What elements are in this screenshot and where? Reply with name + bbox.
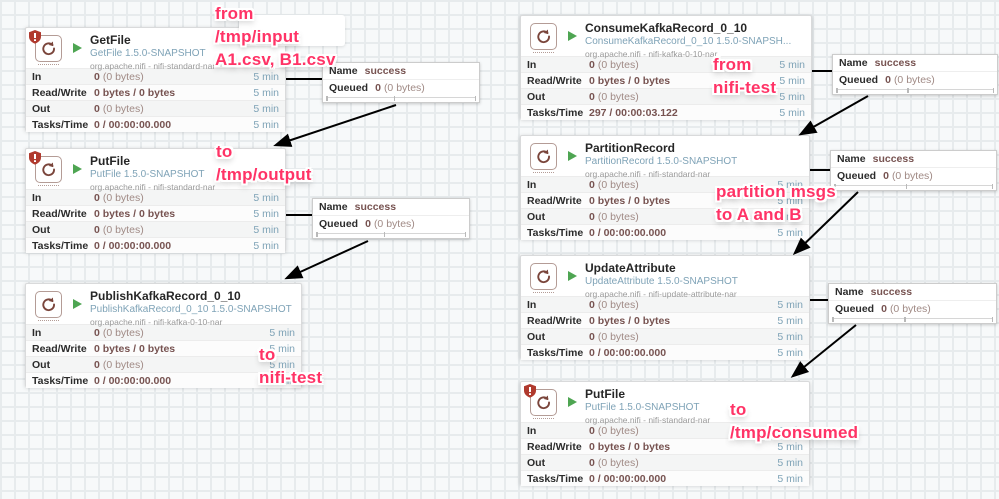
stat-row-out: Out 0 (0 bytes) 5 min — [521, 88, 811, 104]
restricted-shield-icon — [29, 30, 41, 44]
stat-row-in: In 0 (0 bytes) 5 min — [521, 176, 809, 192]
connection-label-getfile-putfile[interactable]: Name success Queued 0 (0 bytes) — [322, 62, 480, 103]
queue-usage-bar — [834, 183, 993, 190]
stat-row-out: Out 0 (0 bytes) 5 min — [521, 208, 809, 224]
processor-bundle: org.apache.nifi - nifi-update-attribute-… — [585, 288, 737, 299]
connection-label-consumekafka-partition[interactable]: Name success Queued 0 (0 bytes) — [832, 54, 998, 95]
annotation-from-nifi-test: from nifi-test — [713, 55, 777, 97]
processor-bundle: org.apache.nifi - nifi-kafka-0-10-nar — [585, 48, 718, 59]
stat-row-taskstime: Tasks/Time 0 / 00:00:00.000 5 min — [521, 470, 809, 486]
processor-type-version: PublishKafkaRecord_0_10 1.5.0-SNAPSHOT — [90, 304, 292, 315]
stat-row-readwrite: Read/Write 0 bytes / 0 bytes 5 min — [521, 312, 809, 328]
processor-consumekafkarecord[interactable]: ConsumeKafkaRecord_0_10 ConsumeKafkaReco… — [520, 15, 812, 120]
processor-header: PartitionRecord PartitionRecord 1.5.0-SN… — [521, 136, 809, 179]
stat-row-taskstime: Tasks/Time 0 / 00:00:00.000 5 min — [521, 224, 809, 240]
processor-type-version: PartitionRecord 1.5.0-SNAPSHOT — [585, 156, 738, 167]
processor-bundle: org.apache.nifi - nifi-kafka-0-10-nar — [90, 316, 223, 327]
run-status-icon — [568, 151, 577, 161]
processor-header: UpdateAttribute UpdateAttribute 1.5.0-SN… — [521, 256, 809, 299]
processor-type-version: ConsumeKafkaRecord_0_10 1.5.0-SNAPSH... — [585, 36, 792, 47]
annotation-to-tmp-output: to /tmp/output — [216, 142, 312, 184]
processor-bundle: org.apache.nifi - nifi-standard-nar — [90, 181, 216, 192]
processor-header: PutFile PutFile 1.5.0-SNAPSHOT org.apach… — [26, 149, 285, 192]
stat-row-in: In 0 (0 bytes) 5 min — [521, 422, 809, 438]
stat-row-taskstime: Tasks/Time 0 / 00:00:00.000 5 min — [26, 116, 285, 132]
processor-type-version: PutFile 1.5.0-SNAPSHOT — [90, 169, 205, 180]
stat-row-out: Out 0 (0 bytes) 5 min — [26, 221, 285, 237]
stat-row-out: Out 0 (0 bytes) 5 min — [26, 100, 285, 116]
queue-usage-bar — [316, 231, 466, 238]
restricted-shield-icon — [524, 384, 536, 398]
processor-updateattribute[interactable]: UpdateAttribute UpdateAttribute 1.5.0-SN… — [520, 255, 810, 360]
processor-name: PartitionRecord — [585, 141, 676, 155]
stat-row-out: Out 0 (0 bytes) 5 min — [521, 454, 809, 470]
processor-type-version: PutFile 1.5.0-SNAPSHOT — [585, 402, 700, 413]
processor-getfile[interactable]: GetFile GetFile 1.5.0-SNAPSHOT org.apach… — [25, 27, 286, 132]
run-status-icon — [568, 397, 577, 407]
processor-name: ConsumeKafkaRecord_0_10 — [585, 21, 748, 35]
stat-row-in: In 0 (0 bytes) 5 min — [26, 189, 285, 205]
stat-row-readwrite: Read/Write 0 bytes / 0 bytes 5 min — [521, 72, 811, 88]
queue-usage-bar — [836, 87, 994, 94]
processor-header: ConsumeKafkaRecord_0_10 ConsumeKafkaReco… — [521, 16, 811, 59]
stat-row-out: Out 0 (0 bytes) 5 min — [26, 356, 301, 372]
stat-row-in: In 0 (0 bytes) 5 min — [521, 56, 811, 72]
stat-row-readwrite: Read/Write 0 bytes / 0 bytes 5 min — [521, 438, 809, 454]
annotation-partition-msgs: partition msgs to A and B — [716, 182, 836, 224]
queue-usage-bar — [832, 316, 993, 323]
processor-name: PutFile — [585, 387, 626, 401]
stat-row-taskstime: Tasks/Time 297 / 00:00:03.122 5 min — [521, 104, 811, 120]
processor-bundle: org.apache.nifi - nifi-standard-nar — [585, 168, 711, 179]
processor-partitionrecord[interactable]: PartitionRecord PartitionRecord 1.5.0-SN… — [520, 135, 810, 240]
processor-name: UpdateAttribute — [585, 261, 676, 275]
processor-type-version: GetFile 1.5.0-SNAPSHOT — [90, 48, 206, 59]
stat-row-taskstime: Tasks/Time 0 / 00:00:00.000 5 min — [26, 372, 301, 388]
processor-putfile[interactable]: PutFile PutFile 1.5.0-SNAPSHOT org.apach… — [25, 148, 286, 253]
run-status-icon — [568, 31, 577, 41]
annotation-backdrop — [239, 15, 345, 46]
run-status-icon — [73, 43, 82, 53]
run-status-icon — [73, 299, 82, 309]
stat-row-taskstime: Tasks/Time 0 / 00:00:00.000 5 min — [26, 237, 285, 253]
connection-label-partition-updateattribute[interactable]: Name success Queued 0 (0 bytes) — [830, 150, 997, 191]
stat-row-in: In 0 (0 bytes) 5 min — [26, 324, 301, 340]
stat-row-readwrite: Read/Write 0 bytes / 0 bytes 5 min — [521, 192, 809, 208]
processor-header: PutFile PutFile 1.5.0-SNAPSHOT org.apach… — [521, 382, 809, 425]
processor-bundle: org.apache.nifi - nifi-standard-nar — [90, 60, 216, 71]
stat-row-in: In 0 (0 bytes) 5 min — [521, 296, 809, 312]
run-status-icon — [73, 164, 82, 174]
connection-label-putfile-publishkafka[interactable]: Name success Queued 0 (0 bytes) — [312, 198, 470, 239]
processor-stamp-icon — [530, 143, 557, 173]
processor-stamp-icon — [530, 263, 557, 293]
processor-name: PutFile — [90, 154, 131, 168]
processor-publishkafkarecord[interactable]: PublishKafkaRecord_0_10 PublishKafkaReco… — [25, 283, 302, 388]
annotation-to-tmp-consumed: to /tmp/consumed — [730, 400, 859, 442]
processor-stamp-icon — [530, 389, 557, 419]
stat-row-in: In 0 (0 bytes) 5 min — [26, 68, 285, 84]
stat-row-readwrite: Read/Write 0 bytes / 0 bytes 5 min — [26, 84, 285, 100]
processor-stamp-icon — [35, 291, 62, 321]
queue-usage-bar — [326, 95, 476, 102]
processor-bundle: org.apache.nifi - nifi-standard-nar — [585, 414, 711, 425]
processor-header: PublishKafkaRecord_0_10 PublishKafkaReco… — [26, 284, 301, 327]
processor-stamp-icon — [35, 35, 62, 65]
processor-stamp-icon — [530, 23, 557, 53]
processor-name: PublishKafkaRecord_0_10 — [90, 289, 241, 303]
processor-header: GetFile GetFile 1.5.0-SNAPSHOT org.apach… — [26, 28, 285, 71]
processor-putfile-consumed[interactable]: PutFile PutFile 1.5.0-SNAPSHOT org.apach… — [520, 381, 810, 486]
stat-row-taskstime: Tasks/Time 0 / 00:00:00.000 5 min — [521, 344, 809, 360]
stat-row-readwrite: Read/Write 0 bytes / 0 bytes 5 min — [26, 205, 285, 221]
processor-stamp-icon — [35, 156, 62, 186]
annotation-to-nifi-test: to nifi-test — [259, 345, 323, 387]
stat-row-out: Out 0 (0 bytes) 5 min — [521, 328, 809, 344]
processor-type-version: UpdateAttribute 1.5.0-SNAPSHOT — [585, 276, 738, 287]
connection-label-updateattribute-putfile[interactable]: Name success Queued 0 (0 bytes) — [828, 283, 997, 324]
annotation-from-tmp-input: from /tmp/input A1.csv, B1.csv — [215, 4, 336, 69]
stat-row-readwrite: Read/Write 0 bytes / 0 bytes 5 min — [26, 340, 301, 356]
restricted-shield-icon — [29, 151, 41, 165]
processor-name: GetFile — [90, 33, 131, 47]
run-status-icon — [568, 271, 577, 281]
